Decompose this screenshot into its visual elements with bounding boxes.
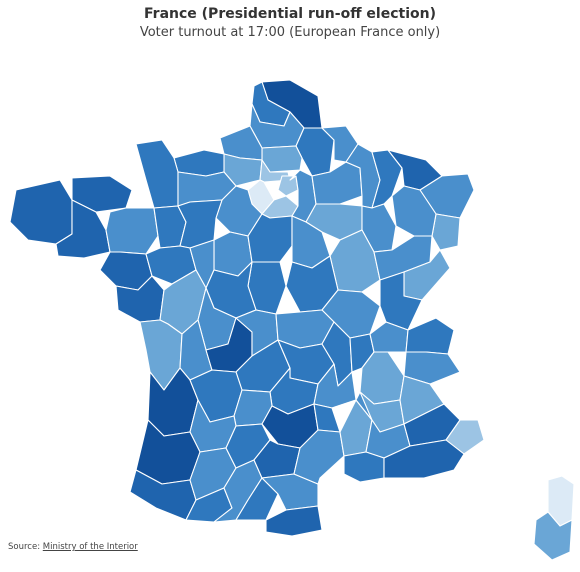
dept-jura[interactable]	[379, 271, 423, 331]
dept-vosges[interactable]	[391, 185, 437, 237]
dept-pyrenees-orientales[interactable]	[265, 505, 323, 537]
dept-haute-savoie[interactable]	[405, 317, 455, 355]
dept-lozere[interactable]	[313, 403, 341, 433]
dept-bouches-du-rhone[interactable]	[343, 451, 385, 483]
source-label: Source:	[8, 542, 41, 552]
dept-haut-rhin[interactable]	[431, 213, 461, 251]
dept-finistere[interactable]	[9, 179, 73, 245]
dept-var[interactable]	[383, 439, 465, 479]
source-link[interactable]: Ministry of the Interior	[42, 542, 138, 552]
chart-title: France (Presidential run-off election)	[144, 6, 436, 22]
dept-ille-et-vilaine[interactable]	[105, 207, 159, 255]
dept-paris[interactable]	[277, 175, 299, 197]
dept-corse-du-sud[interactable]	[533, 511, 573, 561]
dept-manche[interactable]	[135, 139, 179, 209]
chart-subtitle: Voter turnout at 17:00 (European France …	[139, 25, 441, 40]
dept-aisne[interactable]	[295, 127, 335, 177]
source-note: Source: Ministry of the Interior	[8, 542, 138, 552]
